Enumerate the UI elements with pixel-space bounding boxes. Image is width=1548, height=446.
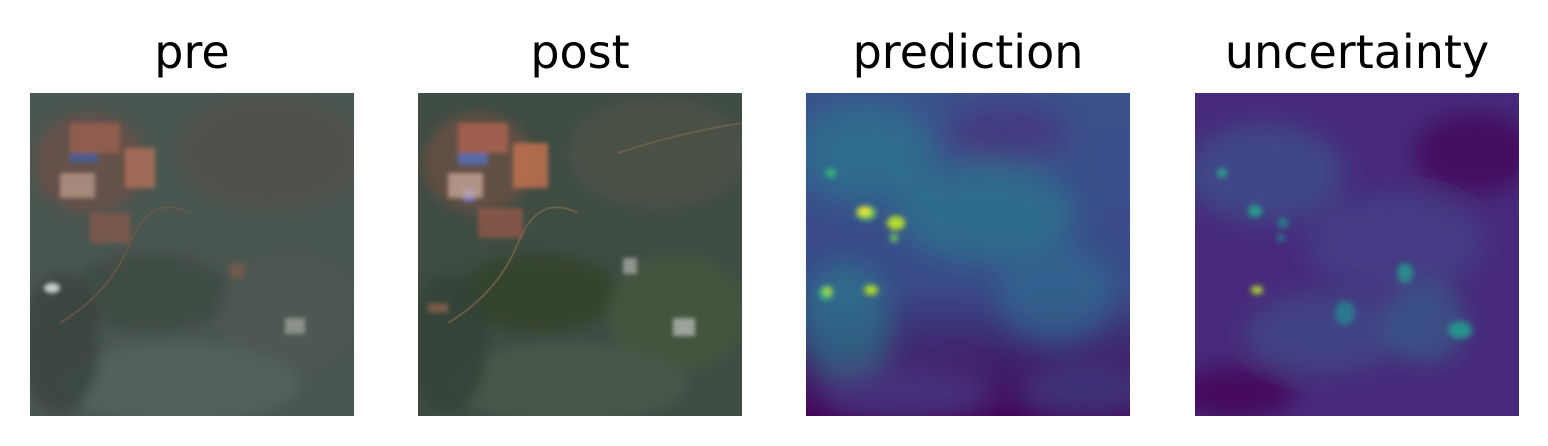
- pre-image: [30, 93, 354, 416]
- panel-title-prediction: prediction: [852, 25, 1084, 79]
- post-image: [418, 93, 742, 416]
- panel-post: post: [418, 0, 742, 446]
- prediction-heatmap: [806, 93, 1130, 416]
- panel-title-post: post: [530, 25, 630, 79]
- panel-pre: pre: [30, 0, 354, 446]
- panel-uncertainty: uncertainty: [1195, 0, 1519, 446]
- panel-prediction: prediction: [806, 0, 1130, 446]
- panel-title-uncertainty: uncertainty: [1224, 25, 1490, 79]
- uncertainty-heatmap: [1195, 93, 1519, 416]
- panel-title-pre: pre: [154, 25, 230, 79]
